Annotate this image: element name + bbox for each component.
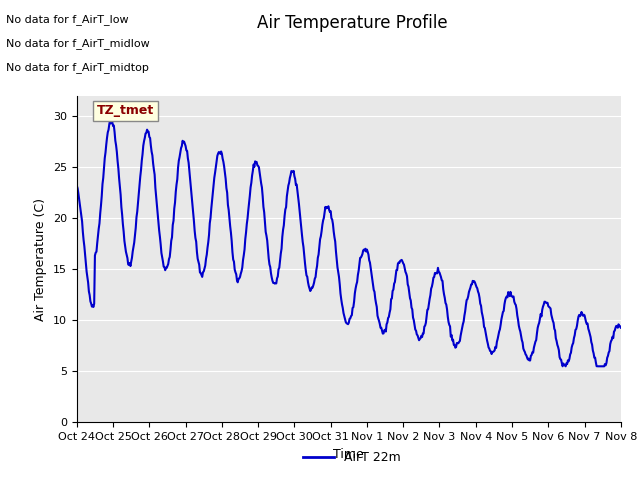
Text: No data for f_AirT_low: No data for f_AirT_low <box>6 14 129 25</box>
Text: No data for f_AirT_midlow: No data for f_AirT_midlow <box>6 38 150 49</box>
Text: No data for f_AirT_midtop: No data for f_AirT_midtop <box>6 62 149 73</box>
Legend: AirT 22m: AirT 22m <box>298 446 406 469</box>
Text: TZ_tmet: TZ_tmet <box>97 104 154 118</box>
Y-axis label: Air Temperature (C): Air Temperature (C) <box>35 198 47 321</box>
Text: Air Temperature Profile: Air Temperature Profile <box>257 14 447 33</box>
X-axis label: Time: Time <box>333 448 364 461</box>
